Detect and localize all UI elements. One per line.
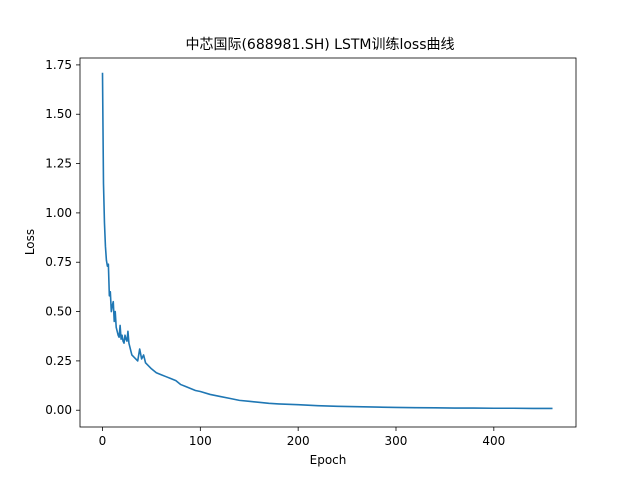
plot-frame [79, 57, 577, 428]
y-axis-label: Loss [23, 229, 37, 255]
y-tick-label: 1.50 [45, 107, 72, 121]
y-tick-label: 1.00 [45, 206, 72, 220]
x-tick-label: 400 [482, 434, 505, 448]
x-tick-label: 0 [99, 434, 107, 448]
y-tick-label: 1.75 [45, 58, 72, 72]
plot-background [80, 58, 576, 427]
y-axis-ticks: 0.00 0.25 0.50 0.75 1.00 1.25 1.50 1.75 [45, 58, 80, 417]
chart-title: 中芯国际(688981.SH) LSTM训练loss曲线 [185, 37, 454, 53]
y-tick-label: 0.50 [45, 305, 72, 319]
x-tick-label: 100 [189, 434, 212, 448]
y-tick-label: 0.75 [45, 255, 72, 269]
y-tick-label: 1.25 [45, 157, 72, 171]
y-tick-label: 0.25 [45, 354, 72, 368]
x-axis-ticks: 0 100 200 300 400 [99, 427, 505, 448]
x-axis-label: Epoch [310, 453, 347, 467]
series-line-loss [101, 72, 553, 410]
x-tick-label: 300 [385, 434, 408, 448]
y-tick-label: 0.00 [45, 403, 72, 417]
x-tick-label: 200 [287, 434, 310, 448]
